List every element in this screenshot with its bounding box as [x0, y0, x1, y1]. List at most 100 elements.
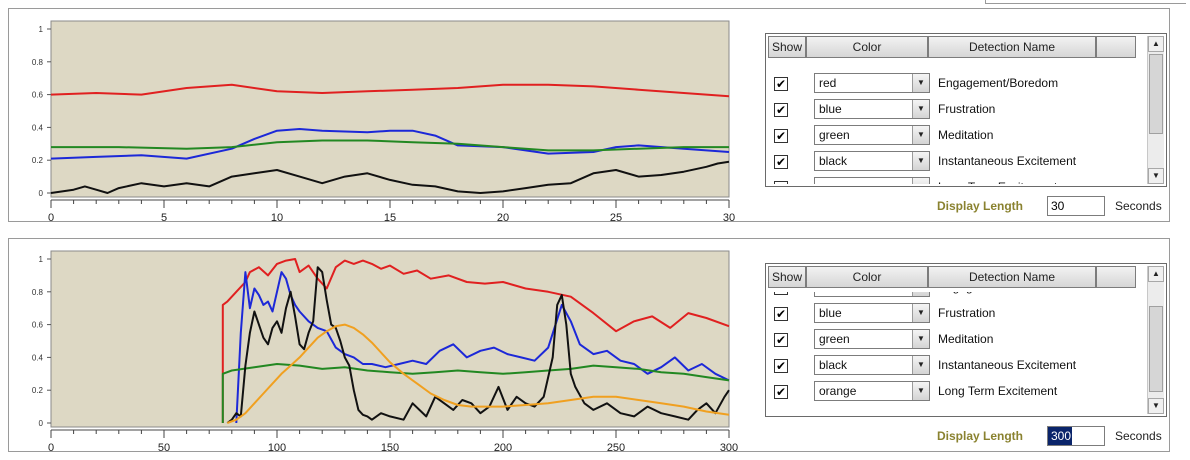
list-header: Show Color Detection Name — [768, 266, 1136, 288]
x-tick-label: 100 — [268, 442, 286, 453]
color-column-header[interactable]: Color — [806, 36, 928, 58]
chevron-down-icon[interactable]: ▼ — [912, 292, 929, 296]
series-line-4 — [226, 323, 730, 424]
y-tick-label: 0.4 — [32, 353, 44, 362]
detection-name: Long Term Excitement — [938, 384, 1058, 398]
color-dropdown-value: orange — [819, 178, 856, 184]
detection-name: Instantaneous Excitement — [938, 358, 1077, 372]
color-dropdown-value: green — [819, 332, 850, 346]
list-rows: ✔ red ▼ Engagement/Boredom ✔ blue ▼ Frustration… — [768, 292, 1140, 414]
x-tick-label: 300 — [720, 442, 738, 453]
y-tick-label: 1 — [39, 255, 44, 264]
x-tick-label: 50 — [158, 442, 170, 453]
list-header: Show Color Detection Name — [768, 36, 1136, 58]
chevron-down-icon[interactable]: ▼ — [912, 330, 929, 348]
color-dropdown[interactable]: blue ▼ — [814, 303, 930, 323]
detection-name: Frustration — [938, 306, 996, 320]
display-length-label: Display Length — [937, 199, 1024, 213]
show-checkbox[interactable]: ✔ — [774, 292, 788, 295]
color-dropdown[interactable]: green ▼ — [814, 329, 930, 349]
color-dropdown-value: orange — [819, 384, 857, 398]
list-item[interactable]: ✔ orange ▼ Long Term Excitement — [768, 380, 1140, 406]
chevron-down-icon[interactable]: ▼ — [912, 74, 929, 92]
color-dropdown[interactable]: black ▼ — [814, 355, 930, 375]
vertical-scrollbar[interactable]: ▲ ▼ — [1147, 36, 1164, 184]
list-item[interactable]: ✔ red ▼ Engagement/Boredom — [768, 72, 1140, 98]
show-checkbox[interactable]: ✔ — [774, 359, 788, 373]
show-checkbox[interactable]: ✔ — [774, 333, 788, 347]
chevron-down-icon[interactable]: ▼ — [912, 382, 929, 400]
y-tick-label: 0 — [39, 419, 44, 428]
scrollbar-thumb[interactable] — [1149, 306, 1163, 392]
show-checkbox[interactable]: ✔ — [774, 385, 788, 399]
header-filler — [1096, 266, 1136, 288]
series-line-3 — [226, 266, 730, 424]
chevron-down-icon[interactable]: ▼ — [912, 356, 929, 374]
color-dropdown-value: red — [819, 76, 837, 90]
list-item[interactable]: ✔ red ▼ Engagement/Boredom — [768, 292, 1140, 302]
color-column-header[interactable]: Color — [806, 266, 928, 288]
x-tick-label: 0 — [48, 442, 54, 453]
color-dropdown[interactable]: red ▼ — [814, 292, 930, 297]
display-length-input[interactable] — [1047, 196, 1105, 216]
detection-name: Engagement/Boredom — [938, 76, 1059, 90]
show-checkbox[interactable]: ✔ — [774, 181, 788, 184]
color-dropdown[interactable]: blue ▼ — [814, 99, 930, 119]
color-dropdown[interactable]: black ▼ — [814, 151, 930, 171]
y-tick-label: 0 — [39, 189, 44, 198]
detection-name: Engagement/Boredom — [938, 292, 1058, 298]
detection-name-column-header[interactable]: Detection Name — [928, 266, 1096, 288]
seconds-label: Seconds — [1115, 429, 1162, 443]
list-item[interactable]: ✔ blue ▼ Frustration — [768, 98, 1140, 124]
line-chart-300s: 0 0.2 0.4 0.6 0.8 1 0 50 100 150 200 250 300 — [32, 250, 738, 453]
chevron-down-icon[interactable]: ▼ — [912, 178, 929, 184]
show-checkbox[interactable]: ✔ — [774, 155, 788, 169]
seconds-label: Seconds — [1115, 199, 1162, 213]
x-tick-label: 5 — [161, 212, 167, 223]
vertical-scrollbar[interactable]: ▲ ▼ — [1147, 266, 1164, 414]
list-item[interactable]: ✔ black ▼ Instantaneous Excitement — [768, 354, 1140, 380]
chart-panel-top: 0 0.2 0.4 0.6 0.8 1 0 5 10 15 20 25 30 Show Color Dete… — [8, 8, 1170, 223]
list-item[interactable]: ✔ blue ▼ Frustration — [768, 302, 1140, 328]
color-dropdown-value: red — [819, 292, 836, 296]
detection-name: Frustration — [938, 102, 996, 116]
scrollbar-thumb[interactable] — [1149, 54, 1163, 134]
show-column-header[interactable]: Show — [768, 266, 806, 288]
color-dropdown[interactable]: orange ▼ — [814, 381, 930, 401]
list-item[interactable]: ✔ orange ▼ Long Term Excitement — [768, 176, 1140, 184]
plot-area — [50, 250, 730, 428]
chevron-down-icon[interactable]: ▼ — [912, 100, 929, 118]
y-tick-label: 0.2 — [32, 386, 44, 395]
scroll-down-icon[interactable]: ▼ — [1148, 398, 1164, 414]
x-tick-label: 15 — [384, 212, 396, 223]
x-tick-label: 30 — [723, 212, 735, 223]
scroll-up-icon[interactable]: ▲ — [1148, 266, 1164, 282]
color-dropdown[interactable]: orange ▼ — [814, 177, 930, 184]
scroll-down-icon[interactable]: ▼ — [1148, 168, 1164, 184]
show-checkbox[interactable]: ✔ — [774, 77, 788, 91]
color-dropdown-value: black — [819, 358, 848, 372]
show-column-header[interactable]: Show — [768, 36, 806, 58]
show-checkbox[interactable]: ✔ — [774, 129, 788, 143]
list-item[interactable]: ✔ green ▼ Meditation — [768, 124, 1140, 150]
color-dropdown[interactable]: green ▼ — [814, 125, 930, 145]
color-dropdown[interactable]: red ▼ — [814, 73, 930, 93]
detection-name: Long Term Excitement — [938, 176, 1057, 184]
x-tick-label: 0 — [48, 212, 54, 223]
chevron-down-icon[interactable]: ▼ — [912, 152, 929, 170]
show-checkbox[interactable]: ✔ — [774, 103, 788, 117]
series-line-0 — [50, 83, 730, 98]
list-item[interactable]: ✔ black ▼ Instantaneous Excitement — [768, 150, 1140, 176]
color-dropdown-value: blue — [819, 102, 842, 116]
show-checkbox[interactable]: ✔ — [774, 307, 788, 321]
chart-panel-bottom: 0 0.2 0.4 0.6 0.8 1 0 50 100 150 200 250 300 Show Col… — [8, 238, 1170, 453]
list-item[interactable]: ✔ green ▼ Meditation — [768, 328, 1140, 354]
x-tick-label: 200 — [494, 442, 512, 453]
display-length-input[interactable] — [1047, 426, 1105, 446]
detection-list-top: Show Color Detection Name ✔ red ▼ Engagement/B… — [765, 33, 1167, 187]
chevron-down-icon[interactable]: ▼ — [912, 304, 929, 322]
chevron-down-icon[interactable]: ▼ — [912, 126, 929, 144]
series-line-1 — [235, 271, 730, 424]
scroll-up-icon[interactable]: ▲ — [1148, 36, 1164, 52]
detection-name-column-header[interactable]: Detection Name — [928, 36, 1096, 58]
